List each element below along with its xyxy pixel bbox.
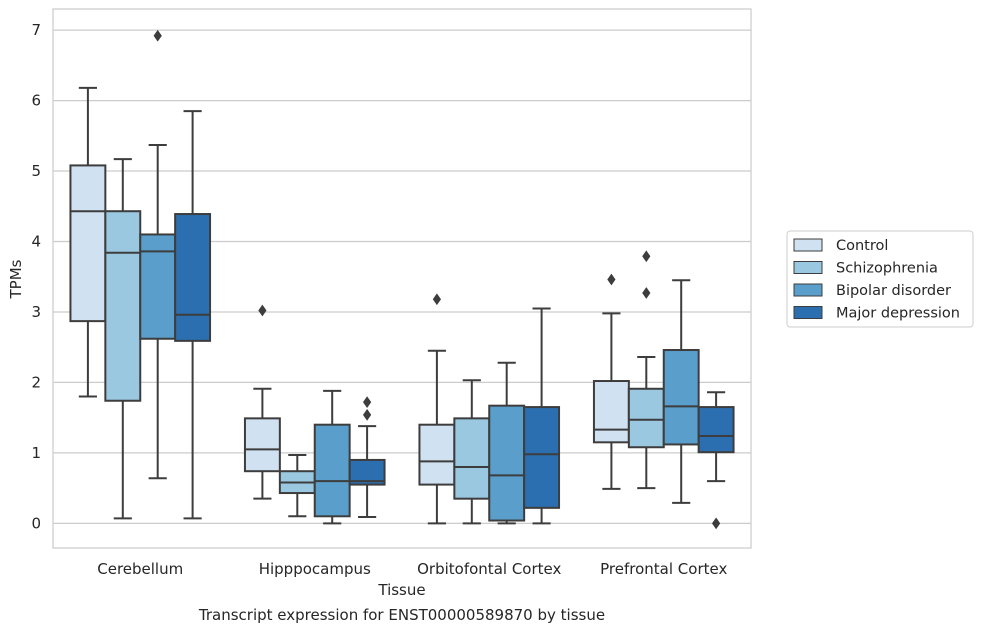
y-axis-label: TPMs [7, 259, 25, 299]
box-iqr [104, 210, 142, 402]
y-tick-label: 0 [31, 514, 41, 532]
y-tick-labels: 0 1 2 3 4 5 6 7 [31, 21, 41, 532]
outlier-point [258, 304, 267, 317]
box-iqr [313, 423, 351, 518]
legend-swatch [793, 261, 823, 274]
x-tick-label: Cerebellum [97, 560, 183, 578]
x-axis-label: Tissue [377, 581, 425, 599]
outlier-point [362, 408, 372, 421]
box-iqr [488, 404, 526, 522]
legend-label: Control [836, 238, 888, 254]
y-tick-label: 2 [31, 373, 41, 391]
outlier-point [432, 293, 442, 306]
box-iqr [662, 349, 700, 446]
box-iqr [453, 417, 491, 500]
x-tick-label: Prefrontal Cortex [600, 560, 727, 578]
box-iqr [592, 380, 630, 444]
x-tick-label: Orbitofontal Cortex [417, 560, 561, 578]
plot-frame [52, 8, 752, 549]
y-tick-label: 5 [31, 162, 41, 180]
y-tick-label: 3 [31, 303, 41, 321]
legend-frame [786, 230, 974, 328]
box-iqr [523, 406, 561, 509]
outlier-point [711, 517, 721, 530]
x-tick-labels: Cerebellum Hipppocampus Orbitofontal Corte… [97, 560, 727, 578]
figure-caption: Transcript expression for ENST0000058987… [198, 606, 606, 624]
box-iqr [243, 417, 281, 473]
legend-label: Bipolar disorder [836, 283, 951, 299]
box-iqr [697, 406, 735, 454]
legend-swatch [793, 306, 823, 319]
legend-label: Major depression [836, 306, 960, 322]
outlier-point [607, 273, 616, 286]
legend-swatch [793, 238, 823, 252]
outlier-point [642, 287, 651, 299]
box-iqr [418, 423, 456, 486]
y-tick-label: 4 [31, 233, 41, 251]
box-iqr [69, 164, 107, 323]
boxes-layer [69, 29, 735, 530]
x-tick-label: Hipppocampus [259, 560, 371, 578]
box-iqr [627, 387, 665, 449]
outlier-point [362, 396, 372, 409]
box-iqr [139, 233, 177, 340]
outlier-point [153, 29, 162, 42]
legend-swatch [793, 283, 823, 297]
y-tick-label: 6 [31, 92, 41, 110]
legend: Control Schizophrenia Bipolar disorder Majo… [786, 230, 974, 328]
y-tick-label: 7 [31, 21, 41, 39]
box-iqr [174, 213, 212, 342]
outlier-point [642, 250, 651, 263]
y-tick-label: 1 [31, 444, 41, 462]
legend-label: Schizophrenia [836, 261, 938, 277]
